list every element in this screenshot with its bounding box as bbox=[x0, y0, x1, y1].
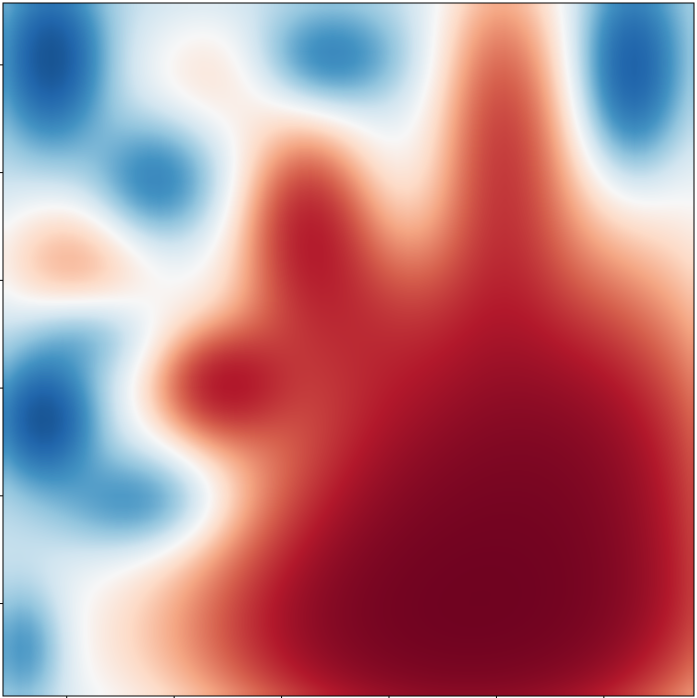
heatmap-image bbox=[3, 3, 694, 696]
y-ticks bbox=[0, 64, 3, 605]
